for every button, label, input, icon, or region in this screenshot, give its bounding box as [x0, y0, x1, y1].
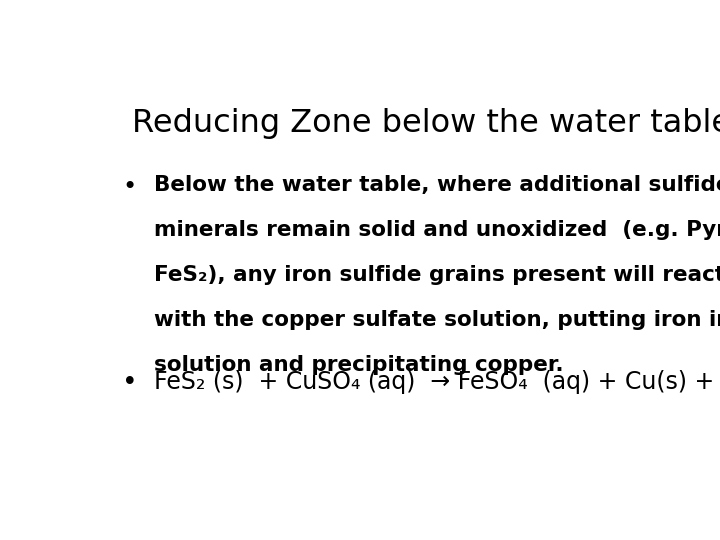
Text: Below the water table, where additional sulfide: Below the water table, where additional …	[154, 175, 720, 195]
Text: Reducing Zone below the water table: Reducing Zone below the water table	[132, 109, 720, 139]
Text: with the copper sulfate solution, putting iron into: with the copper sulfate solution, puttin…	[154, 310, 720, 330]
Text: •: •	[122, 370, 138, 396]
Text: •: •	[122, 175, 137, 199]
Text: FeS₂ (s)  + CuSO₄ (aq)  → FeSO₄  (aq) + Cu(s) + 2S(s): FeS₂ (s) + CuSO₄ (aq) → FeSO₄ (aq) + Cu(…	[154, 370, 720, 394]
Text: FeS₂), any iron sulfide grains present will react: FeS₂), any iron sulfide grains present w…	[154, 265, 720, 285]
Text: minerals remain solid and unoxidized  (e.g. Pyrite: minerals remain solid and unoxidized (e.…	[154, 220, 720, 240]
Text: solution and precipitating copper.: solution and precipitating copper.	[154, 355, 564, 375]
